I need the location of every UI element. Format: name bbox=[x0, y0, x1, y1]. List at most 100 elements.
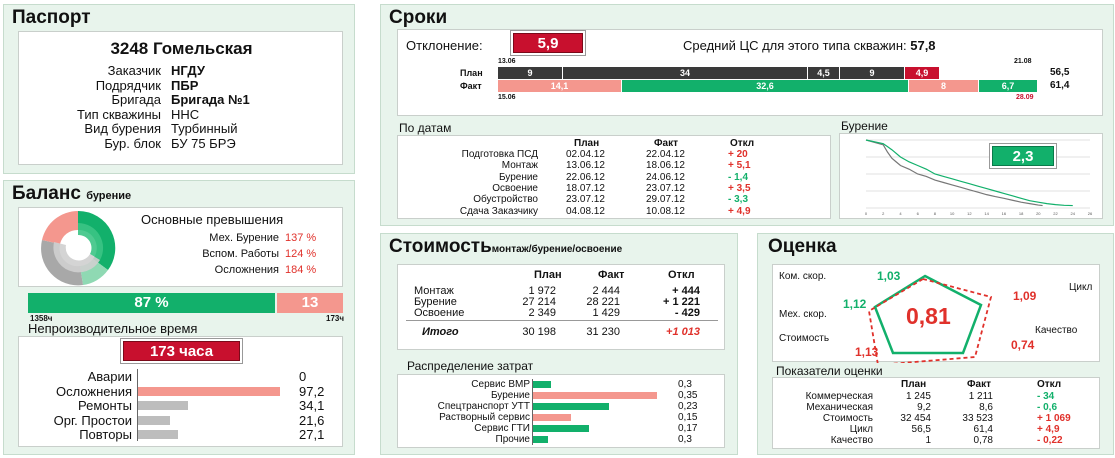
passport-panel: Паспорт 3248 Гомельская Заказчик НГДУ Подр… bbox=[3, 4, 355, 174]
exceed-value: 124 % bbox=[285, 248, 317, 260]
cost-title-text: Стоимость bbox=[389, 236, 492, 257]
by-dates-plan: 23.07.12 bbox=[566, 194, 605, 206]
timeline-segment-label: 9 bbox=[869, 68, 875, 78]
timeline-segment-label: 4,9 bbox=[915, 68, 929, 78]
radar-chart bbox=[868, 274, 993, 363]
score-title: Оценка bbox=[768, 236, 837, 257]
cost-fact: 28 221 bbox=[586, 296, 620, 308]
npt-list: Аварии 0 Осложнения 97,2 Ремонты 34,1 Орг. Про… bbox=[19, 369, 344, 443]
distribution-list: Сервис ВМР 0,3 Бурение 0,35 Спецтранспорт УТ… bbox=[398, 375, 726, 449]
distribution-value: 0,15 bbox=[678, 412, 698, 423]
distribution-label: Сервис ВМР bbox=[471, 379, 530, 390]
x-tick-label: 22 bbox=[1053, 211, 1058, 216]
donut-inner-gray bbox=[53, 242, 100, 273]
plan-total: 56,5 bbox=[1050, 67, 1070, 78]
x-tick-label: 26 bbox=[1088, 211, 1093, 216]
donut-pink bbox=[42, 211, 78, 244]
passport-field-label: Вид бурения bbox=[84, 121, 161, 136]
passport-field-label: Бур. блок bbox=[104, 135, 161, 151]
timeline-segment: 8 bbox=[909, 80, 978, 92]
radar-value-mech: 1,12 bbox=[843, 297, 867, 311]
cost-table: План Факт Откл Монтаж 1 972 2 444 + 444 Бурение… bbox=[398, 265, 726, 351]
radar-fact-polygon bbox=[868, 278, 993, 363]
drilling-title: Бурение bbox=[841, 119, 888, 133]
x-tick-label: 0 bbox=[865, 211, 868, 216]
x-tick-label: 24 bbox=[1071, 211, 1076, 216]
score-header: Факт bbox=[967, 379, 991, 390]
by-dates-plan: 02.04.12 bbox=[566, 149, 605, 160]
distribution-value: 0,17 bbox=[678, 423, 698, 434]
radar-value-cost: 1,13 bbox=[855, 345, 879, 359]
balance-progress: 87 % 13 bbox=[28, 293, 343, 313]
by-dates-row-name: Обустройство bbox=[473, 194, 538, 206]
well-name: 3248 Гомельская bbox=[110, 39, 253, 58]
donut-inner-green bbox=[78, 222, 104, 260]
fact-start-date: 15.06 bbox=[498, 94, 516, 101]
cost-row-name: Монтаж bbox=[414, 285, 454, 297]
distribution-label: Бурение bbox=[490, 390, 530, 401]
terms-panel: Сроки Отклонение: 5,9 Средний ЦС для это… bbox=[380, 4, 1114, 226]
cost-dev: + 444 bbox=[672, 285, 700, 297]
cost-total-fact: 31 230 bbox=[586, 326, 620, 338]
cost-panel: Стоимостьмонтаж/бурение/освоение План Фак… bbox=[380, 233, 738, 455]
by-dates-fact: 29.07.12 bbox=[646, 194, 685, 206]
distribution-bar bbox=[533, 381, 551, 388]
drilling-value-badge: 2,3 bbox=[992, 146, 1054, 166]
exceed-label: Осложнения bbox=[214, 264, 279, 276]
distribution-label: Сервис ГТИ bbox=[474, 423, 530, 434]
passport-field-value: БУ 75 БРЭ bbox=[171, 135, 236, 151]
score-dev: - 34 bbox=[1037, 391, 1055, 402]
by-dates-row-name: Сдача Заказчику bbox=[459, 205, 538, 217]
npt-bar bbox=[138, 415, 170, 425]
score-fact: 61,4 bbox=[973, 424, 993, 435]
by-dates-dev: + 5,1 bbox=[728, 160, 751, 172]
by-dates-table: План Факт Откл Подготовка ПСД 02.04.12 22.04.… bbox=[398, 136, 832, 220]
cost-table-card: План Факт Откл Монтаж 1 972 2 444 + 444 Бурение… bbox=[397, 264, 725, 350]
timeline-segment: 4,5 bbox=[808, 67, 839, 79]
radar-label-kom: Ком. скор. bbox=[779, 271, 827, 282]
cost-subtitle: монтаж/бурение/освоение bbox=[491, 244, 623, 255]
terms-timeline-card: Отклонение: 5,9 Средний ЦС для этого тип… bbox=[397, 29, 1103, 116]
passport-field-value: ННС bbox=[171, 106, 200, 122]
score-fact: 8,6 bbox=[979, 402, 993, 413]
npt-value: 21,6 bbox=[299, 412, 325, 428]
distribution-bar bbox=[533, 392, 657, 399]
passport-field-label: Заказчик bbox=[107, 63, 161, 78]
score-row-name: Механическая bbox=[806, 402, 873, 413]
by-dates-fact: 24.06.12 bbox=[646, 171, 685, 183]
cost-plan: 27 214 bbox=[522, 296, 556, 308]
by-dates-plan: 04.08.12 bbox=[566, 205, 605, 217]
by-dates-dev: + 3,5 bbox=[728, 182, 751, 194]
passport-card: 3248 Гомельская Заказчик НГДУ Подрядчик ПБР… bbox=[18, 31, 343, 165]
distribution-value: 0,35 bbox=[678, 390, 698, 401]
distribution-card: Сервис ВМР 0,3 Бурение 0,35 Спецтранспорт УТ… bbox=[397, 374, 725, 448]
npt-bar bbox=[138, 430, 178, 439]
terms-title: Сроки bbox=[389, 7, 448, 28]
indicators-table: План Факт Откл Коммерческая 1 245 1 211 - 34 Ме… bbox=[773, 378, 1101, 450]
by-dates-fact: 18.06.12 bbox=[646, 160, 685, 172]
radar-value-quality: 0,74 bbox=[1011, 338, 1035, 352]
cost-fact: 2 444 bbox=[592, 285, 620, 297]
npt-card: 173 часа Аварии 0 Осложнения 97,2 Ремонты 34,… bbox=[18, 336, 343, 447]
avg-cycle-label: Средний ЦС для этого типа скважин: bbox=[683, 38, 907, 53]
score-dev: - 0,6 bbox=[1037, 402, 1058, 413]
x-tick-label: 10 bbox=[950, 211, 955, 216]
x-tick-label: 12 bbox=[967, 211, 972, 216]
distribution-bar bbox=[533, 414, 571, 421]
timeline-segment: 32,6 bbox=[622, 80, 908, 92]
npt-value: 97,2 bbox=[299, 383, 325, 399]
timeline-segment-label: 8 bbox=[940, 81, 946, 91]
radar-value-kom: 1,03 bbox=[877, 269, 901, 283]
by-dates-dev: - 1,4 bbox=[728, 171, 749, 183]
npt-axis bbox=[137, 369, 138, 441]
distribution-label: Растворный сервис bbox=[439, 412, 530, 423]
x-tick-label: 2 bbox=[882, 211, 885, 216]
deviation-badge: 5,9 bbox=[513, 33, 583, 53]
plan-start-date: 13.06 bbox=[498, 58, 516, 65]
avg-cycle-value: 57,8 bbox=[910, 38, 936, 53]
by-dates-header: Факт bbox=[654, 138, 678, 149]
plan-row-label: План bbox=[460, 68, 483, 78]
cost-plan: 2 349 bbox=[528, 307, 556, 319]
score-row-name: Качество bbox=[830, 435, 873, 446]
score-plan: 9,2 bbox=[917, 402, 931, 413]
